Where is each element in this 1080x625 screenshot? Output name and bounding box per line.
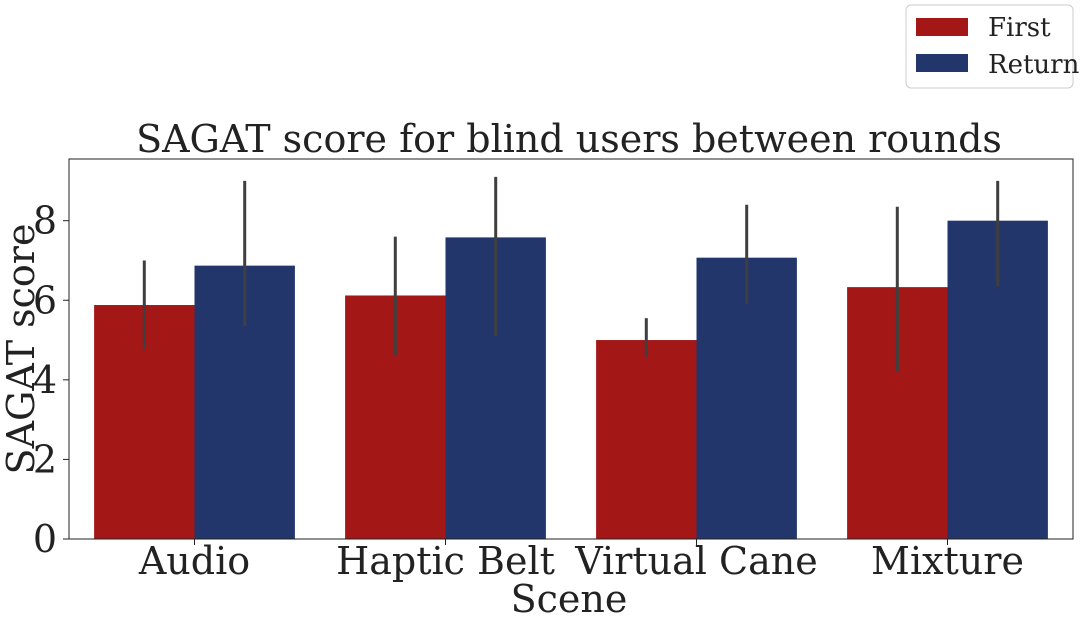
x-tick-label-mixture: Mixture [871, 539, 1024, 583]
y-axis-ticks: 0 2 4 6 8 [33, 199, 69, 561]
y-tick-label: 4 [33, 358, 57, 402]
x-tick-label-virtual-cane: Virtual Cane [574, 539, 817, 583]
y-axis-label: SAGAT score [0, 224, 43, 475]
y-tick-label: 0 [33, 517, 57, 561]
legend-swatch-first [916, 18, 968, 36]
y-tick-label: 2 [33, 437, 57, 481]
bar-return-virtual-cane [696, 257, 797, 539]
y-tick-label: 6 [33, 278, 57, 322]
chart-title: SAGAT score for blind users between roun… [136, 117, 1002, 161]
x-tick-label-audio: Audio [138, 539, 250, 583]
x-axis-label: Scene [511, 577, 628, 621]
plot-frame [68, 158, 1074, 540]
x-axis-ticks: Audio Haptic Belt Virtual Cane Mixture [138, 539, 1024, 583]
legend-label-return: Return [988, 50, 1080, 80]
y-tick-label: 8 [33, 199, 57, 243]
legend-swatch-return [916, 54, 968, 72]
x-tick-label-haptic-belt: Haptic Belt [336, 539, 555, 583]
legend: First Return [905, 4, 1080, 89]
legend-label-first: First [988, 13, 1051, 43]
error-bars-layer [142, 176, 1000, 372]
bars-layer [94, 220, 1048, 539]
bar-first-virtual-cane [596, 340, 697, 539]
